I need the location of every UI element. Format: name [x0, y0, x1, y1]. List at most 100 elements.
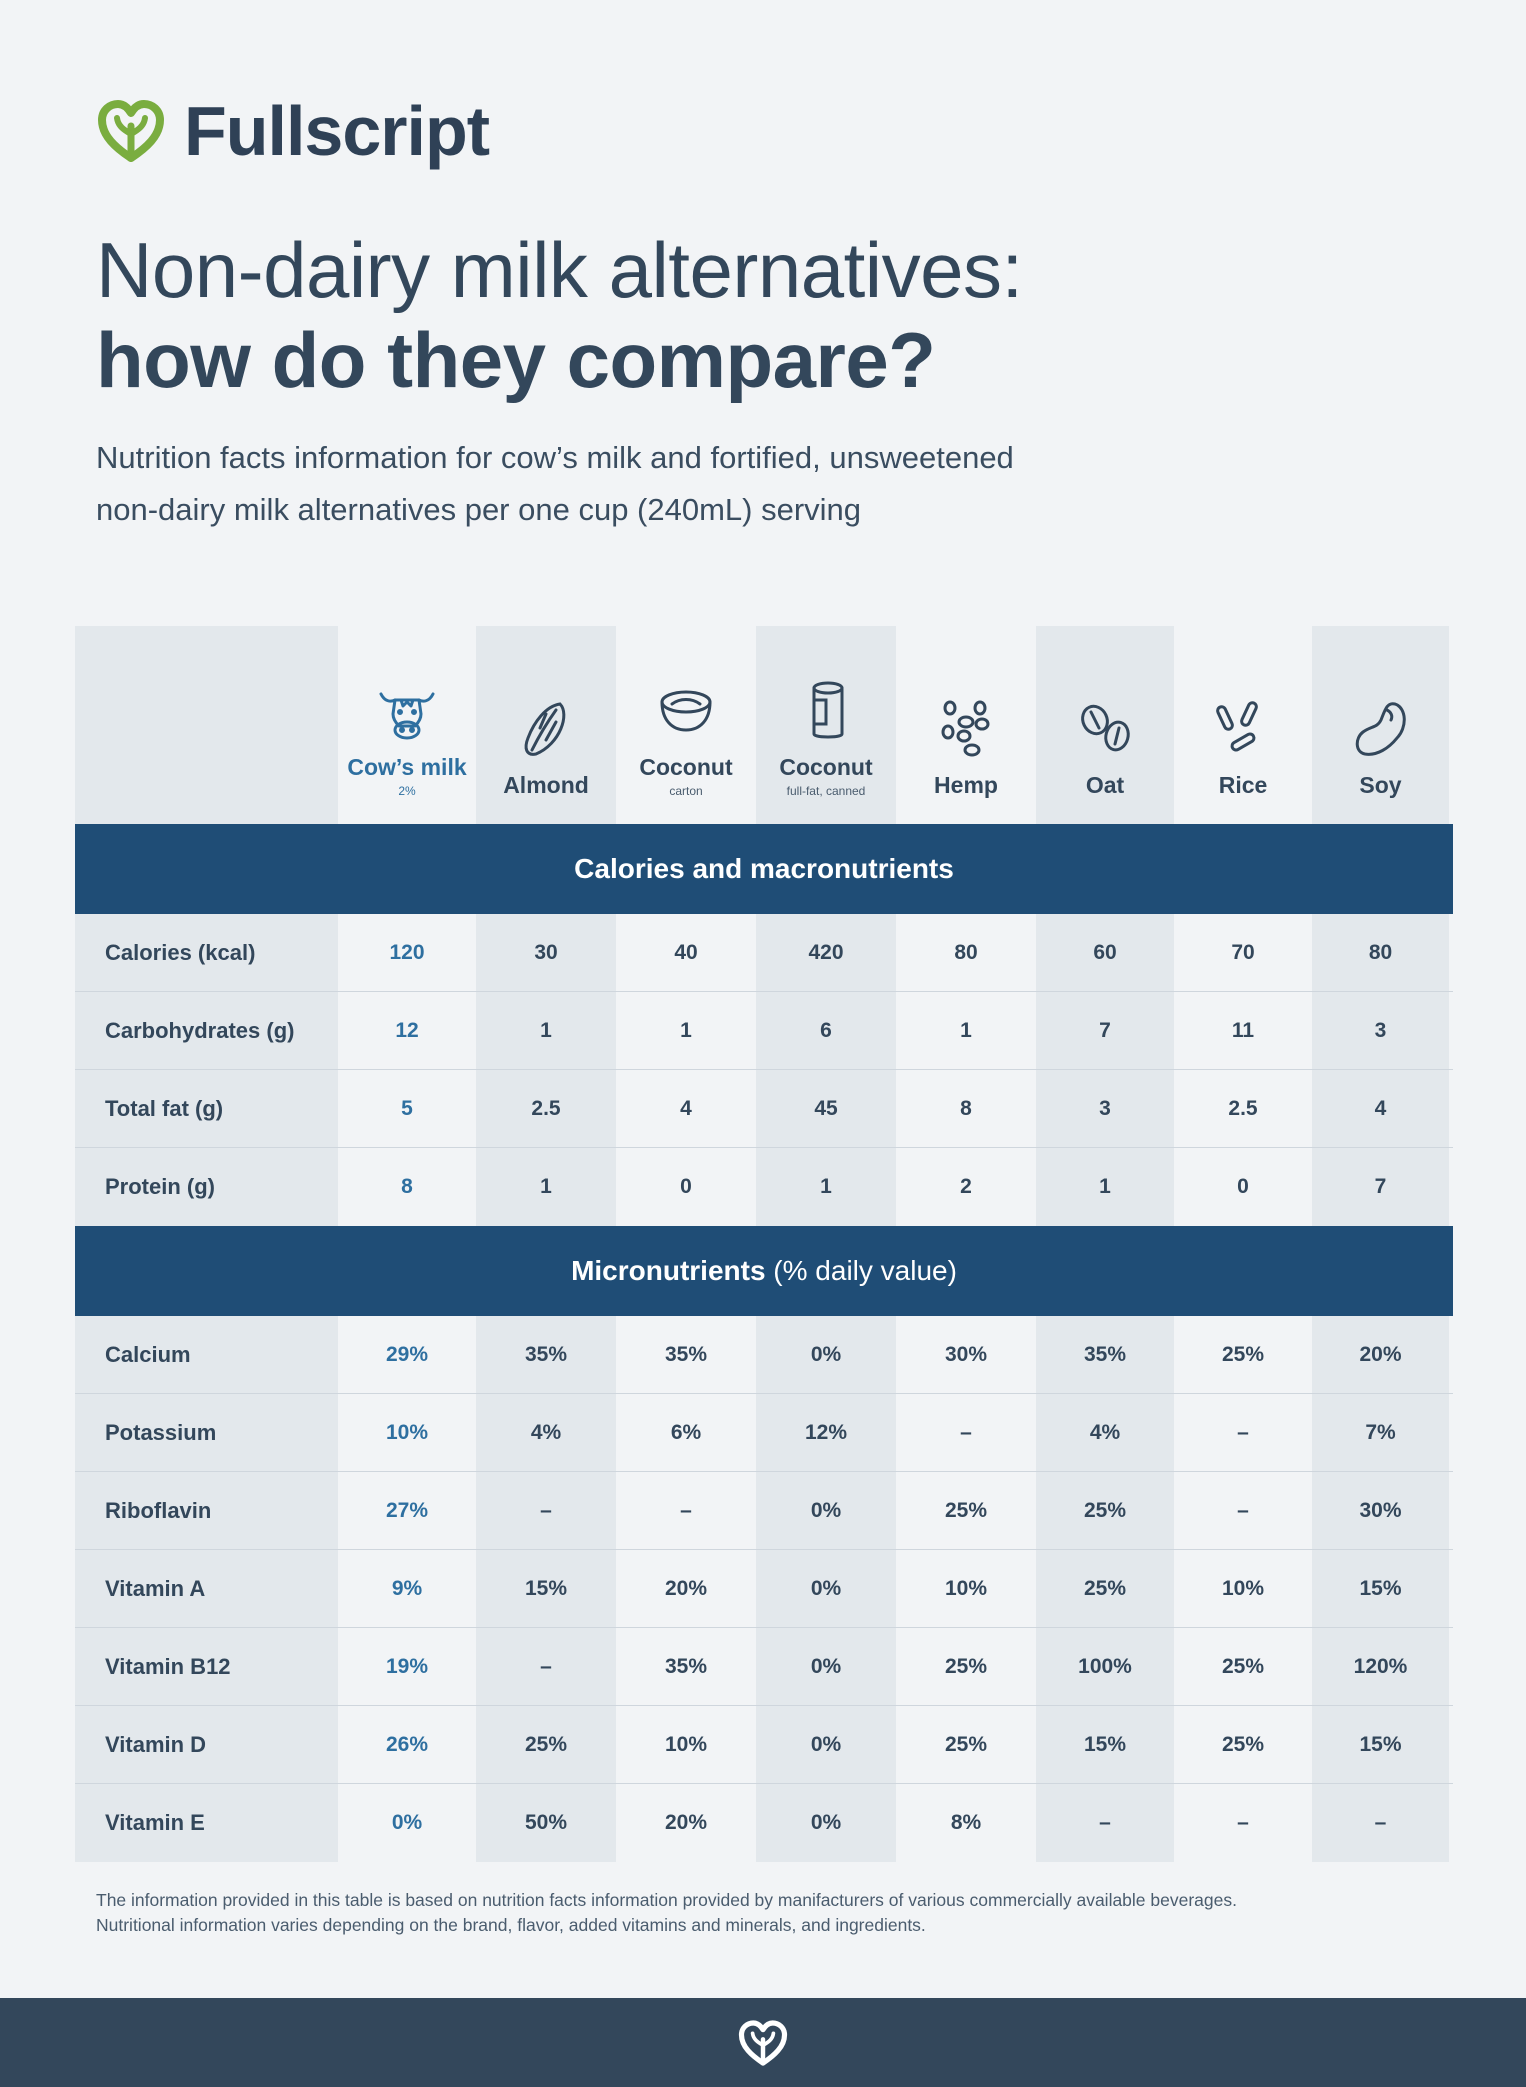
table-cell: 50% [524, 1811, 568, 1834]
table-cell: 0 [680, 1175, 692, 1198]
table-cell: 25% [1221, 1343, 1265, 1366]
table-cell: 15% [1359, 1577, 1402, 1600]
row-divider [75, 1549, 1453, 1550]
oat-icon [1081, 704, 1130, 752]
table-cell: 420 [808, 941, 844, 964]
table-cell: 1 [540, 1019, 552, 1042]
row-label: Vitamin E [105, 1810, 205, 1835]
table-cell: 0% [810, 1733, 842, 1756]
coconut-bowl-icon [660, 690, 712, 732]
table-cell: 25% [1221, 1733, 1265, 1756]
table-cell: 11 [1231, 1019, 1255, 1042]
table-cell: 35% [664, 1343, 708, 1366]
table-row: Total fat (g) 5 2.5 4 45 8 3 2.5 4 [75, 1070, 1453, 1148]
table-cell: 8 [960, 1097, 972, 1120]
footer-bar [0, 1998, 1526, 2087]
table-cell: 40 [674, 941, 698, 964]
leaf-heart-icon [738, 2019, 788, 2066]
table-cell: 2 [960, 1175, 972, 1198]
brand-name: Fullscript [184, 92, 490, 170]
column-name: Soy [1359, 772, 1402, 798]
table-cell: 10% [944, 1577, 988, 1600]
table-cell: 20% [664, 1577, 708, 1600]
table-row: Calcium 29% 35% 35% 0% 30% 35% 25% 20% [75, 1316, 1453, 1394]
table-cell: 0% [391, 1811, 423, 1834]
row-divider [75, 1069, 1453, 1070]
column-header: Coconut full-fat, canned [756, 626, 896, 824]
row-divider [75, 1393, 1453, 1394]
rice-icon [1216, 701, 1258, 752]
table-cell: – [1237, 1499, 1249, 1522]
table-row: Carbohydrates (g) 12 1 1 6 1 7 11 3 [75, 992, 1453, 1070]
column-name: Cow’s milk [347, 754, 467, 780]
brand-logo[interactable]: Fullscript [96, 92, 490, 170]
table-cell: 10% [664, 1733, 708, 1756]
table-cell: 120% [1353, 1655, 1408, 1678]
column-subname: full-fat, canned [786, 784, 866, 798]
table-cell: – [1237, 1421, 1249, 1444]
table-cell: – [1374, 1811, 1387, 1834]
table-cell: 6% [670, 1421, 702, 1444]
table-cell: 100% [1078, 1655, 1132, 1678]
page-title: Non-dairy milk alternatives: how do they… [96, 226, 1396, 406]
soybean-icon [1355, 702, 1406, 756]
table-cell: 1 [540, 1175, 552, 1198]
table-cell: 27% [385, 1499, 429, 1522]
table-cell: 25% [944, 1499, 988, 1522]
column-header: Almond [476, 626, 616, 824]
table-cell: 1 [960, 1019, 972, 1042]
table-row: Riboflavin 27% – – 0% 25% 25% – 30% [75, 1472, 1453, 1550]
table-row: Potassium 10% 4% 6% 12% – 4% – 7% [75, 1394, 1453, 1472]
table-cell: 80 [954, 941, 978, 964]
table-cell: 20% [1359, 1343, 1402, 1366]
table-grid: Cow’s milk 2% Almond Coconut carton Coconut fu… [75, 626, 1453, 1862]
hemp-seeds-icon [941, 700, 990, 757]
table-cell: 4% [1089, 1421, 1121, 1444]
footnote: The information provided in this table i… [96, 1888, 1446, 1938]
column-name: Almond [503, 772, 589, 798]
table-cell: 4 [680, 1097, 692, 1120]
table-cell: 1 [680, 1019, 692, 1042]
table-cell: 0% [810, 1811, 842, 1834]
table-cell: – [1099, 1811, 1111, 1834]
table-cell: 26% [385, 1733, 429, 1756]
table-cell: – [540, 1499, 552, 1522]
table-cell: 4% [530, 1421, 562, 1444]
section-title: Calories and macronutrients [574, 853, 954, 884]
row-label: Calcium [105, 1342, 191, 1367]
table-cell: – [540, 1655, 552, 1678]
table-cell: 0% [810, 1343, 842, 1366]
table-row: Vitamin A 9% 15% 20% 0% 10% 25% 10% 15% [75, 1550, 1453, 1628]
table-cell: – [960, 1421, 972, 1444]
table-cell: 0% [810, 1577, 842, 1600]
row-divider [75, 1705, 1453, 1706]
table-cell: 25% [944, 1733, 988, 1756]
table-cell: 7 [1099, 1019, 1111, 1042]
column-name: Hemp [934, 772, 998, 798]
section-header: Micronutrients (% daily value) [75, 1226, 1453, 1316]
row-label: Vitamin D [105, 1732, 207, 1757]
row-divider [75, 1471, 1453, 1472]
section-header: Calories and macronutrients [75, 824, 1453, 914]
row-label: Riboflavin [105, 1498, 212, 1523]
column-name: Coconut [779, 754, 873, 780]
table-row: Vitamin E 0% 50% 20% 0% 8% – – – [75, 1784, 1453, 1862]
column-name: Coconut [639, 754, 733, 780]
table-cell: 25% [524, 1733, 568, 1756]
table-cell: 7% [1365, 1421, 1396, 1444]
table-cell: 10% [385, 1421, 429, 1444]
column-bg-label [75, 824, 338, 1862]
table-cell: 29% [385, 1343, 429, 1366]
table-cell: 15% [1359, 1733, 1402, 1756]
table-cell: 9% [391, 1577, 423, 1600]
subtitle-line-1: Nutrition facts information for cow’s mi… [96, 440, 1014, 475]
table-cell: 35% [524, 1343, 568, 1366]
row-label: Carbohydrates (g) [105, 1018, 295, 1043]
column-header: Soy [1312, 626, 1449, 824]
table-cell: 12% [804, 1421, 848, 1444]
row-label: Vitamin B12 [105, 1654, 231, 1679]
table-cell: 25% [944, 1655, 988, 1678]
table-cell: 3 [1099, 1097, 1111, 1120]
table-cell: 60 [1093, 941, 1117, 964]
column-header: Hemp [896, 626, 1036, 824]
